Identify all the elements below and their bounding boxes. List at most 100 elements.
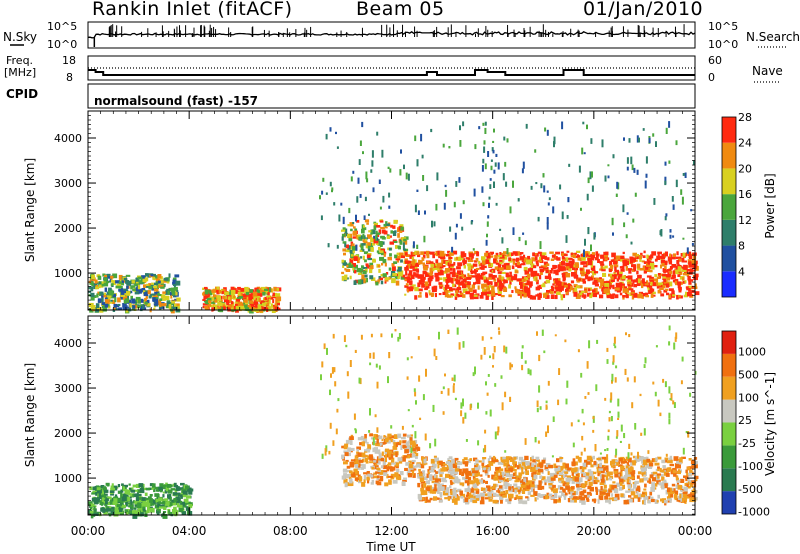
echo-cell bbox=[125, 291, 131, 296]
echo-cell bbox=[389, 253, 392, 257]
echo-cell bbox=[97, 298, 102, 303]
echo-cell bbox=[584, 472, 590, 478]
echo-cell bbox=[155, 275, 158, 279]
sparse-echo bbox=[659, 412, 662, 417]
echo-cell bbox=[448, 277, 454, 282]
echo-cell bbox=[403, 240, 408, 245]
sparse-echo bbox=[606, 448, 609, 451]
echo-cell bbox=[677, 284, 681, 289]
echo-cell bbox=[377, 234, 380, 237]
echo-cell bbox=[488, 262, 491, 267]
echo-cell bbox=[272, 299, 275, 304]
sparse-echo bbox=[539, 406, 542, 410]
echo-cell bbox=[177, 494, 183, 497]
echo-cell bbox=[486, 486, 491, 492]
echo-cell bbox=[405, 462, 410, 466]
echo-cell bbox=[688, 288, 691, 292]
echo-cell bbox=[366, 476, 370, 481]
echo-cell bbox=[601, 268, 606, 272]
echo-cell bbox=[364, 238, 367, 242]
echo-cell bbox=[357, 437, 363, 441]
sparse-echo bbox=[333, 202, 336, 206]
echo-cell bbox=[587, 257, 592, 262]
echo-cell bbox=[610, 460, 613, 465]
echo-cell bbox=[597, 259, 600, 263]
echo-cell bbox=[563, 496, 567, 500]
echo-cell bbox=[490, 291, 496, 297]
echo-cell bbox=[275, 301, 280, 304]
echo-cell bbox=[103, 508, 108, 512]
echo-cell bbox=[94, 500, 98, 505]
echo-cell bbox=[107, 496, 112, 500]
echo-cell bbox=[627, 475, 633, 479]
echo-cell bbox=[153, 487, 158, 490]
echo-cell bbox=[388, 456, 393, 460]
echo-cell bbox=[483, 276, 487, 281]
echo-cell bbox=[455, 462, 458, 466]
power-colorbar-tick: 4 bbox=[738, 265, 745, 278]
echo-cell bbox=[436, 478, 441, 483]
sparse-echo bbox=[440, 390, 443, 394]
sparse-echo bbox=[329, 422, 332, 429]
echo-cell bbox=[176, 492, 181, 495]
echo-cell bbox=[163, 277, 169, 281]
echo-cell bbox=[475, 489, 480, 494]
echo-cell bbox=[501, 271, 506, 274]
echo-cell bbox=[131, 285, 136, 288]
echo-cell bbox=[492, 275, 497, 278]
echo-cell bbox=[132, 305, 136, 309]
echo-cell bbox=[552, 488, 558, 494]
echo-cell bbox=[493, 483, 497, 488]
sparse-echo bbox=[690, 209, 693, 212]
echo-cell bbox=[663, 262, 668, 265]
echo-cell bbox=[392, 225, 396, 229]
echo-cell bbox=[237, 286, 241, 290]
echo-cell bbox=[504, 255, 508, 260]
echo-cell bbox=[437, 489, 440, 494]
station-title: Rankin Inlet (fitACF) bbox=[92, 0, 293, 20]
sparse-echo bbox=[416, 159, 419, 167]
echo-cell bbox=[175, 500, 180, 505]
echo-cell bbox=[412, 445, 415, 449]
echo-cell bbox=[138, 483, 144, 488]
echo-cell bbox=[349, 470, 353, 474]
echo-cell bbox=[500, 491, 505, 495]
echo-cell bbox=[651, 251, 657, 256]
echo-cell bbox=[349, 440, 353, 445]
sparse-echo bbox=[481, 186, 484, 193]
echo-cell bbox=[186, 501, 191, 505]
sparse-echo bbox=[582, 121, 585, 125]
sparse-echo bbox=[336, 146, 339, 149]
echo-cell bbox=[397, 233, 400, 238]
echo-cell bbox=[516, 257, 519, 263]
echo-cell bbox=[519, 495, 523, 500]
echo-cell bbox=[473, 488, 479, 491]
echo-cell bbox=[142, 506, 146, 511]
sparse-echo bbox=[456, 327, 459, 335]
echo-cell bbox=[656, 473, 661, 476]
echo-cell bbox=[566, 267, 569, 271]
echo-cell bbox=[597, 471, 600, 477]
echo-cell bbox=[104, 299, 110, 305]
sparse-echo bbox=[407, 409, 410, 412]
echo-cell bbox=[270, 288, 274, 293]
echo-cell bbox=[408, 286, 414, 292]
echo-cell bbox=[396, 252, 400, 256]
echo-cell bbox=[630, 460, 633, 466]
echo-cell bbox=[169, 501, 173, 507]
sparse-echo bbox=[608, 417, 611, 422]
echo-cell bbox=[395, 452, 398, 458]
echo-cell bbox=[516, 278, 520, 282]
frequency-trace bbox=[88, 69, 695, 76]
echo-cell bbox=[468, 480, 474, 485]
echo-cell bbox=[530, 272, 535, 277]
echo-cell bbox=[369, 433, 373, 437]
echo-cell bbox=[357, 272, 362, 275]
echo-cell bbox=[245, 291, 249, 296]
echo-cell bbox=[451, 272, 457, 277]
echo-cell bbox=[181, 511, 187, 515]
echo-cell bbox=[647, 465, 653, 469]
echo-cell bbox=[645, 464, 650, 468]
echo-cell bbox=[173, 282, 176, 288]
echo-cell bbox=[517, 290, 522, 295]
